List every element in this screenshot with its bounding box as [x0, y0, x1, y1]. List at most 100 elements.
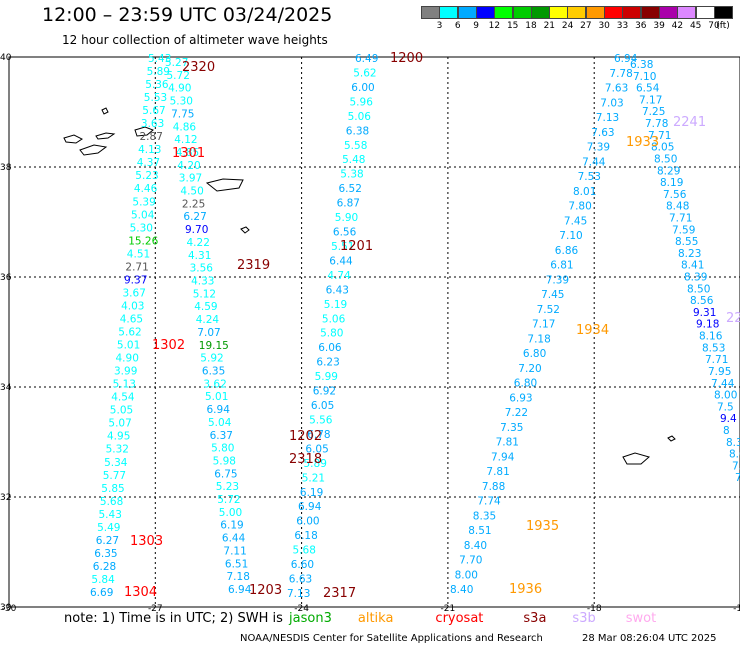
wave-height-value: 8 [723, 425, 730, 437]
wave-height-value: 9.70 [185, 224, 208, 236]
wave-height-value: 5.06 [348, 111, 372, 123]
wave-height-value: 5.07 [108, 418, 131, 430]
legend-label: 21 [543, 21, 556, 31]
wave-height-value: 4.50 [180, 186, 203, 198]
wave-height-value: 5.38 [340, 169, 363, 181]
wave-height-value: 6.94 [207, 404, 231, 416]
satellite-name-s3a: s3a [523, 611, 547, 626]
legend-label: 70 [708, 21, 720, 31]
wave-height-value: 5.53 [144, 92, 167, 104]
wave-height-value: 8.50 [654, 153, 677, 165]
wave-height-value: 8.40 [464, 540, 487, 552]
wave-height-value: 4.12 [174, 134, 197, 146]
wave-height-value: 8.29 [657, 165, 680, 177]
pass-label: 1202 [289, 429, 322, 444]
wave-height-value: 5.96 [350, 96, 374, 108]
y-tick-label: 34 [0, 383, 12, 393]
wave-height-value: 6.18 [294, 530, 317, 542]
wave-height-value: 5.04 [208, 417, 232, 429]
wave-height-value: 7.71 [669, 213, 692, 225]
x-tick-label: -21 [441, 604, 456, 614]
wave-height-value: 7.13 [596, 112, 619, 124]
wave-height-value: 4.03 [121, 301, 144, 313]
legend-label: 6 [454, 21, 461, 31]
wave-height-value: 6.94 [614, 53, 638, 65]
wave-height-value: 7.39 [546, 274, 569, 286]
credit-text: NOAA/NESDIS Center for Satellite Applica… [240, 633, 543, 644]
wave-height-value: 6.27 [96, 535, 119, 547]
wave-height-value: 4.65 [120, 314, 143, 326]
wave-height-value: 7.78 [609, 68, 632, 80]
y-tick-label: 38 [0, 163, 12, 173]
wave-height-value: 7.81 [496, 437, 519, 449]
wave-height-value: 7.18 [527, 333, 550, 345]
wave-height-value: 7.5 [717, 401, 734, 413]
wave-height-value: 4.90 [168, 83, 191, 95]
pass-label-clipped: 22 [726, 311, 740, 326]
wave-height-value: 5.32 [106, 444, 129, 456]
wave-height-value: 5.01 [117, 340, 140, 352]
wave-height-value: 6.78 [307, 429, 330, 441]
legend-swatch [713, 6, 733, 19]
wave-height-value: 2.71 [125, 261, 148, 273]
wave-height-value: 7.44 [582, 156, 606, 168]
wave-height-value: 8.35 [473, 510, 496, 522]
wave-height-value: 5.99 [315, 371, 338, 383]
wave-height-value: 6.38 [346, 125, 369, 137]
wave-height-value: 5.05 [110, 405, 133, 417]
pass-label: 1304 [124, 585, 157, 600]
wave-height-value: 6.51 [225, 558, 248, 570]
wave-height-value: 4.46 [134, 183, 158, 195]
wave-height-value: 5.00 [219, 507, 242, 519]
wave-height-value: 5.49 [97, 522, 120, 534]
legend-label: 3 [436, 21, 443, 31]
wave-height-value: 8.40 [450, 584, 473, 596]
pass-label: 1933 [626, 135, 659, 150]
wave-height-value: 6.00 [296, 516, 319, 528]
wave-height-value: 4.95 [107, 431, 130, 443]
wave-height-value: 5.72 [167, 70, 190, 82]
pass-label: 1203 [249, 583, 282, 598]
wave-height-value: 2.25 [182, 198, 205, 210]
legend-label: 39 [653, 21, 665, 31]
wave-height-value: 3.99 [114, 366, 137, 378]
wave-height-value: 7.45 [564, 215, 587, 227]
pass-label: 2317 [323, 586, 356, 601]
wave-height-value: 7.17 [532, 319, 555, 331]
wave-height-value: 4.24 [196, 314, 220, 326]
wave-height-value: 8.63 [729, 449, 740, 461]
wave-height-value: 5.36 [145, 79, 169, 91]
wave-height-value: 6.44 [329, 255, 353, 267]
y-tick-label: 30 [0, 603, 12, 613]
wave-height-value: 8.01 [573, 186, 596, 198]
wave-height-value: 5.27 [165, 57, 188, 69]
wave-height-value: 5.48 [342, 154, 365, 166]
satellite-name-altika: altika [357, 611, 394, 626]
wave-height-value: 5.80 [320, 328, 343, 340]
wave-height-value: 6.94 [228, 584, 252, 596]
wave-height-value: 6.80 [514, 378, 537, 390]
wave-height-value: 7.13 [287, 588, 310, 600]
wave-height-value: 8.55 [675, 236, 698, 248]
pass-label: 1303 [130, 534, 163, 549]
wave-height-value: 4.85 [176, 147, 199, 159]
wave-height-value: 6.35 [202, 366, 225, 378]
wave-height-value: 7.74 [477, 496, 501, 508]
wave-height-value: 7.63 [605, 83, 628, 95]
wave-height-value: 7.53 [578, 171, 601, 183]
wave-height-value: 6.37 [210, 430, 233, 442]
wave-height-value: 5.43 [148, 53, 171, 65]
wave-height-value: 6.63 [289, 574, 312, 586]
wave-height-value: 8.56 [690, 295, 714, 307]
wave-height-value: 6.43 [326, 284, 349, 296]
satellite-name-jason3: jason3 [289, 611, 332, 626]
wave-height-value: 5.01 [205, 391, 228, 403]
wave-height-value: 8.48 [666, 201, 689, 213]
generated-timestamp: 28 Mar 08:26:04 UTC 2025 [582, 633, 717, 644]
legend-label: 18 [525, 21, 537, 31]
wave-height-value: 3.67 [123, 287, 146, 299]
wave-height-value: 6.23 [316, 357, 339, 369]
wave-height-value: 6.27 [183, 211, 206, 223]
wave-height-value: 5.23 [135, 170, 158, 182]
wave-height-value: 6.38 [630, 59, 653, 71]
